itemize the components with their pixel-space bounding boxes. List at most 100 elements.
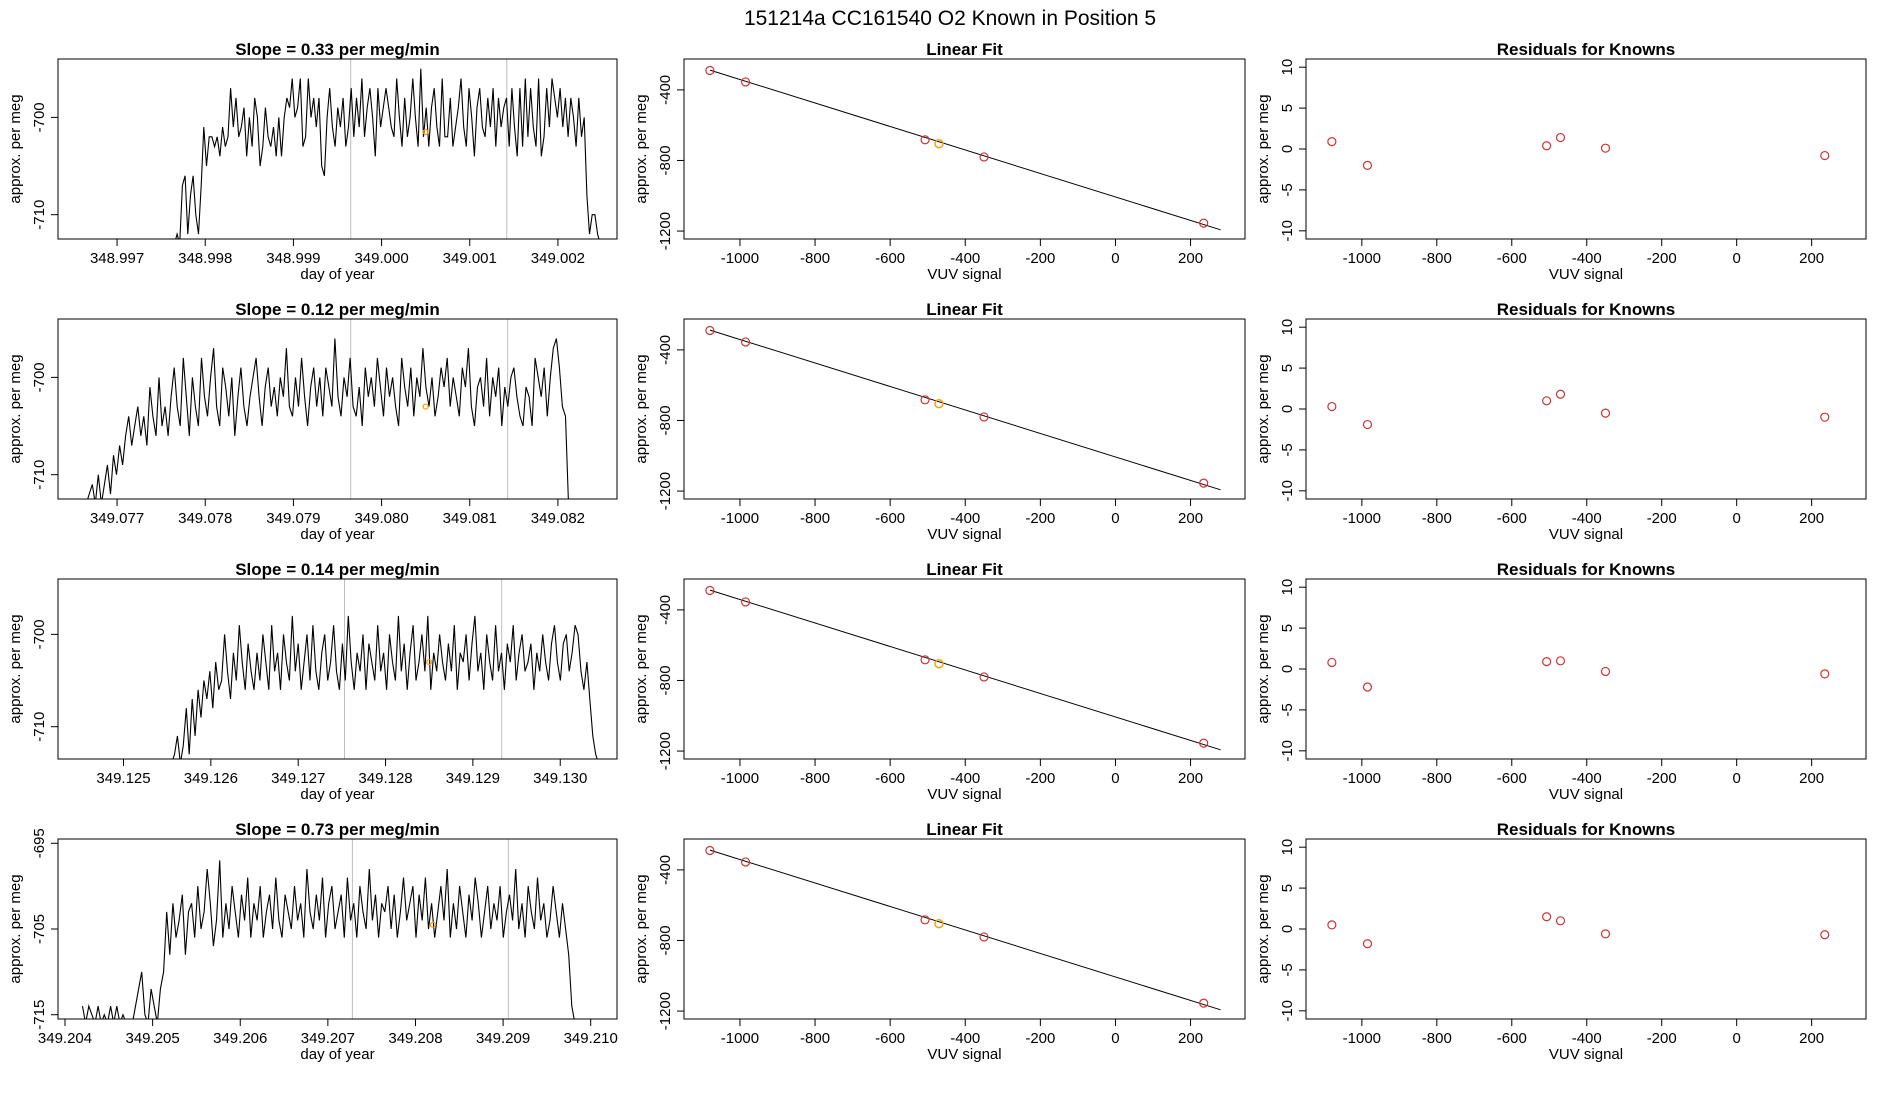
linear-fit-2-ytick-label: -400	[657, 335, 674, 365]
residuals-4-ytick-label: -10	[1279, 1000, 1296, 1022]
residuals-1-xtick-label: -200	[1647, 250, 1677, 267]
timeseries-2-panel: Slope = 0.12 per meg/min 349.077 349.078 34…	[7, 300, 618, 543]
residuals-2-title: Residuals for Knowns	[1497, 300, 1676, 319]
linear-fit-3-xtick-label: -200	[1025, 770, 1055, 787]
residuals-2-xtick-label: 200	[1799, 510, 1824, 527]
timeseries-2-xtick-label: 349.080	[354, 510, 408, 527]
residuals-2-xtick-label: -400	[1572, 510, 1602, 527]
timeseries-1-title: Slope = 0.33 per meg/min	[235, 40, 440, 59]
linear-fit-3-xtick-label: -800	[800, 770, 830, 787]
residuals-4-ytick-label: 5	[1279, 884, 1296, 892]
residuals-1-title: Residuals for Knowns	[1497, 40, 1676, 59]
linear-fit-2-xtick-label: -200	[1025, 510, 1055, 527]
linear-fit-1-xtick-label: -1000	[721, 250, 759, 267]
timeseries-1-xtick-label: 349.002	[531, 250, 585, 267]
residuals-4-residual-point	[1600, 929, 1611, 939]
residuals-4-residual-point	[1555, 916, 1566, 926]
timeseries-2-title: Slope = 0.12 per meg/min	[235, 300, 440, 319]
figure-title: 151214a CC161540 O2 Known in Position 5	[744, 7, 1156, 30]
timeseries-2-xtick-label: 349.079	[266, 510, 320, 527]
residuals-1-residual-point	[1362, 160, 1373, 170]
timeseries-1-xlabel: day of year	[300, 266, 374, 283]
residuals-3-xlabel: VUV signal	[1549, 786, 1623, 803]
residuals-2-xtick-label: -600	[1497, 510, 1527, 527]
residuals-4-residual-point	[1327, 920, 1337, 930]
linear-fit-1-known-point	[1199, 218, 1209, 228]
linear-fit-4-ytick-label: -800	[657, 925, 674, 955]
timeseries-4-sample-marker	[429, 921, 437, 928]
linear-fit-2-ytick-label: -800	[657, 405, 674, 435]
linear-fit-3-ytick-label: -1200	[657, 732, 674, 770]
linear-fit-2-known-point	[740, 337, 751, 347]
timeseries-2-xtick-label: 349.082	[531, 510, 585, 527]
linear-fit-1-xtick-label: 0	[1111, 250, 1119, 267]
linear-fit-4-known-point	[1199, 998, 1209, 1008]
residuals-1-residual-point	[1600, 143, 1611, 153]
residuals-1-ytick-label: 10	[1279, 59, 1296, 76]
linear-fit-3-known-point	[979, 672, 989, 682]
residuals-1-residual-point	[1820, 150, 1830, 161]
timeseries-3-xtick-label: 349.127	[271, 770, 325, 787]
timeseries-3-xlabel: day of year	[300, 786, 374, 803]
linear-fit-3-ylabel: approx. per meg	[633, 614, 650, 723]
linear-fit-3-ytick-label: -800	[657, 665, 674, 695]
linear-fit-4-frame	[683, 838, 1246, 1020]
linear-fit-1-ytick-label: -1200	[657, 212, 674, 250]
residuals-2-ytick-label: 5	[1279, 364, 1296, 372]
residuals-3-xtick-label: -1000	[1343, 770, 1381, 787]
linear-fit-4-ylabel: approx. per meg	[633, 874, 650, 983]
linear-fit-4-known-point	[979, 932, 989, 942]
linear-fit-1-title: Linear Fit	[926, 40, 1003, 59]
residuals-2-ytick-label: 0	[1279, 405, 1296, 413]
linear-fit-4-xlabel: VUV signal	[927, 1046, 1001, 1063]
linear-fit-3-panel: Linear Fit -1000 -800 -600 -400 -200 0 200 -400 -…	[633, 560, 1246, 803]
timeseries-4-title: Slope = 0.73 per meg/min	[235, 820, 440, 839]
linear-fit-2-regression-line	[709, 329, 1221, 491]
timeseries-1-series-line	[175, 68, 600, 239]
linear-fit-3-xtick-label: -400	[950, 770, 980, 787]
timeseries-2-series-line	[87, 338, 569, 499]
residuals-4-title: Residuals for Knowns	[1497, 820, 1676, 839]
linear-fit-4-ytick-label: -1200	[657, 992, 674, 1030]
timeseries-2-xlabel: day of year	[300, 526, 374, 543]
linear-fit-3-ytick-label: -400	[657, 595, 674, 625]
timeseries-3-ytick-label: -700	[31, 619, 48, 649]
residuals-4-frame	[1305, 838, 1867, 1020]
residuals-3-panel: Residuals for Knowns-1000 -800 -600 -400 -20…	[1255, 560, 1867, 803]
linear-fit-3-known-point	[740, 597, 751, 607]
timeseries-3-xtick-label: 349.126	[184, 770, 238, 787]
timeseries-3-series-line	[172, 615, 598, 759]
timeseries-2-xtick-label: 349.077	[90, 510, 144, 527]
linear-fit-3-xtick-label: 200	[1178, 770, 1203, 787]
linear-fit-1-xtick-label: 200	[1178, 250, 1203, 267]
residuals-4-ylabel: approx. per meg	[1255, 874, 1272, 983]
residuals-1-ytick-label: 0	[1279, 145, 1296, 153]
residuals-1-xtick-label: -800	[1422, 250, 1452, 267]
residuals-3-xtick-label: 200	[1799, 770, 1824, 787]
residuals-4-xtick-label: -800	[1422, 1030, 1452, 1047]
timeseries-1-ytick-label: -710	[31, 200, 48, 230]
timeseries-2-sample-marker	[422, 403, 429, 410]
linear-fit-3-xtick-label: 0	[1111, 770, 1119, 787]
linear-fit-2-known-point	[705, 325, 715, 336]
residuals-3-xtick-label: -800	[1422, 770, 1452, 787]
linear-fit-3-known-point	[1199, 738, 1209, 748]
timeseries-1-frame	[57, 58, 618, 240]
timeseries-3-title: Slope = 0.14 per meg/min	[235, 560, 440, 579]
linear-fit-4-ytick-label: -400	[657, 855, 674, 885]
linear-fit-1-frame	[683, 58, 1246, 240]
timeseries-4-xtick-label: 349.204	[38, 1030, 92, 1047]
residuals-3-frame	[1305, 578, 1867, 760]
residuals-4-xtick-label: -1000	[1343, 1030, 1381, 1047]
timeseries-4-ylabel: approx. per meg	[7, 874, 24, 983]
residuals-1-panel: Residuals for Knowns-1000 -800 -600 -400 -20…	[1255, 40, 1867, 283]
linear-fit-4-known-point	[740, 857, 751, 867]
residuals-2-residual-point	[1600, 408, 1611, 418]
linear-fit-4-regression-line	[709, 849, 1221, 1011]
residuals-3-residual-point	[1542, 657, 1552, 667]
residuals-2-ytick-label: -10	[1279, 480, 1296, 502]
residuals-1-xtick-label: -1000	[1343, 250, 1381, 267]
residuals-2-xtick-label: -1000	[1343, 510, 1381, 527]
residuals-1-xtick-label: 0	[1733, 250, 1741, 267]
linear-fit-4-known-point	[705, 845, 715, 856]
